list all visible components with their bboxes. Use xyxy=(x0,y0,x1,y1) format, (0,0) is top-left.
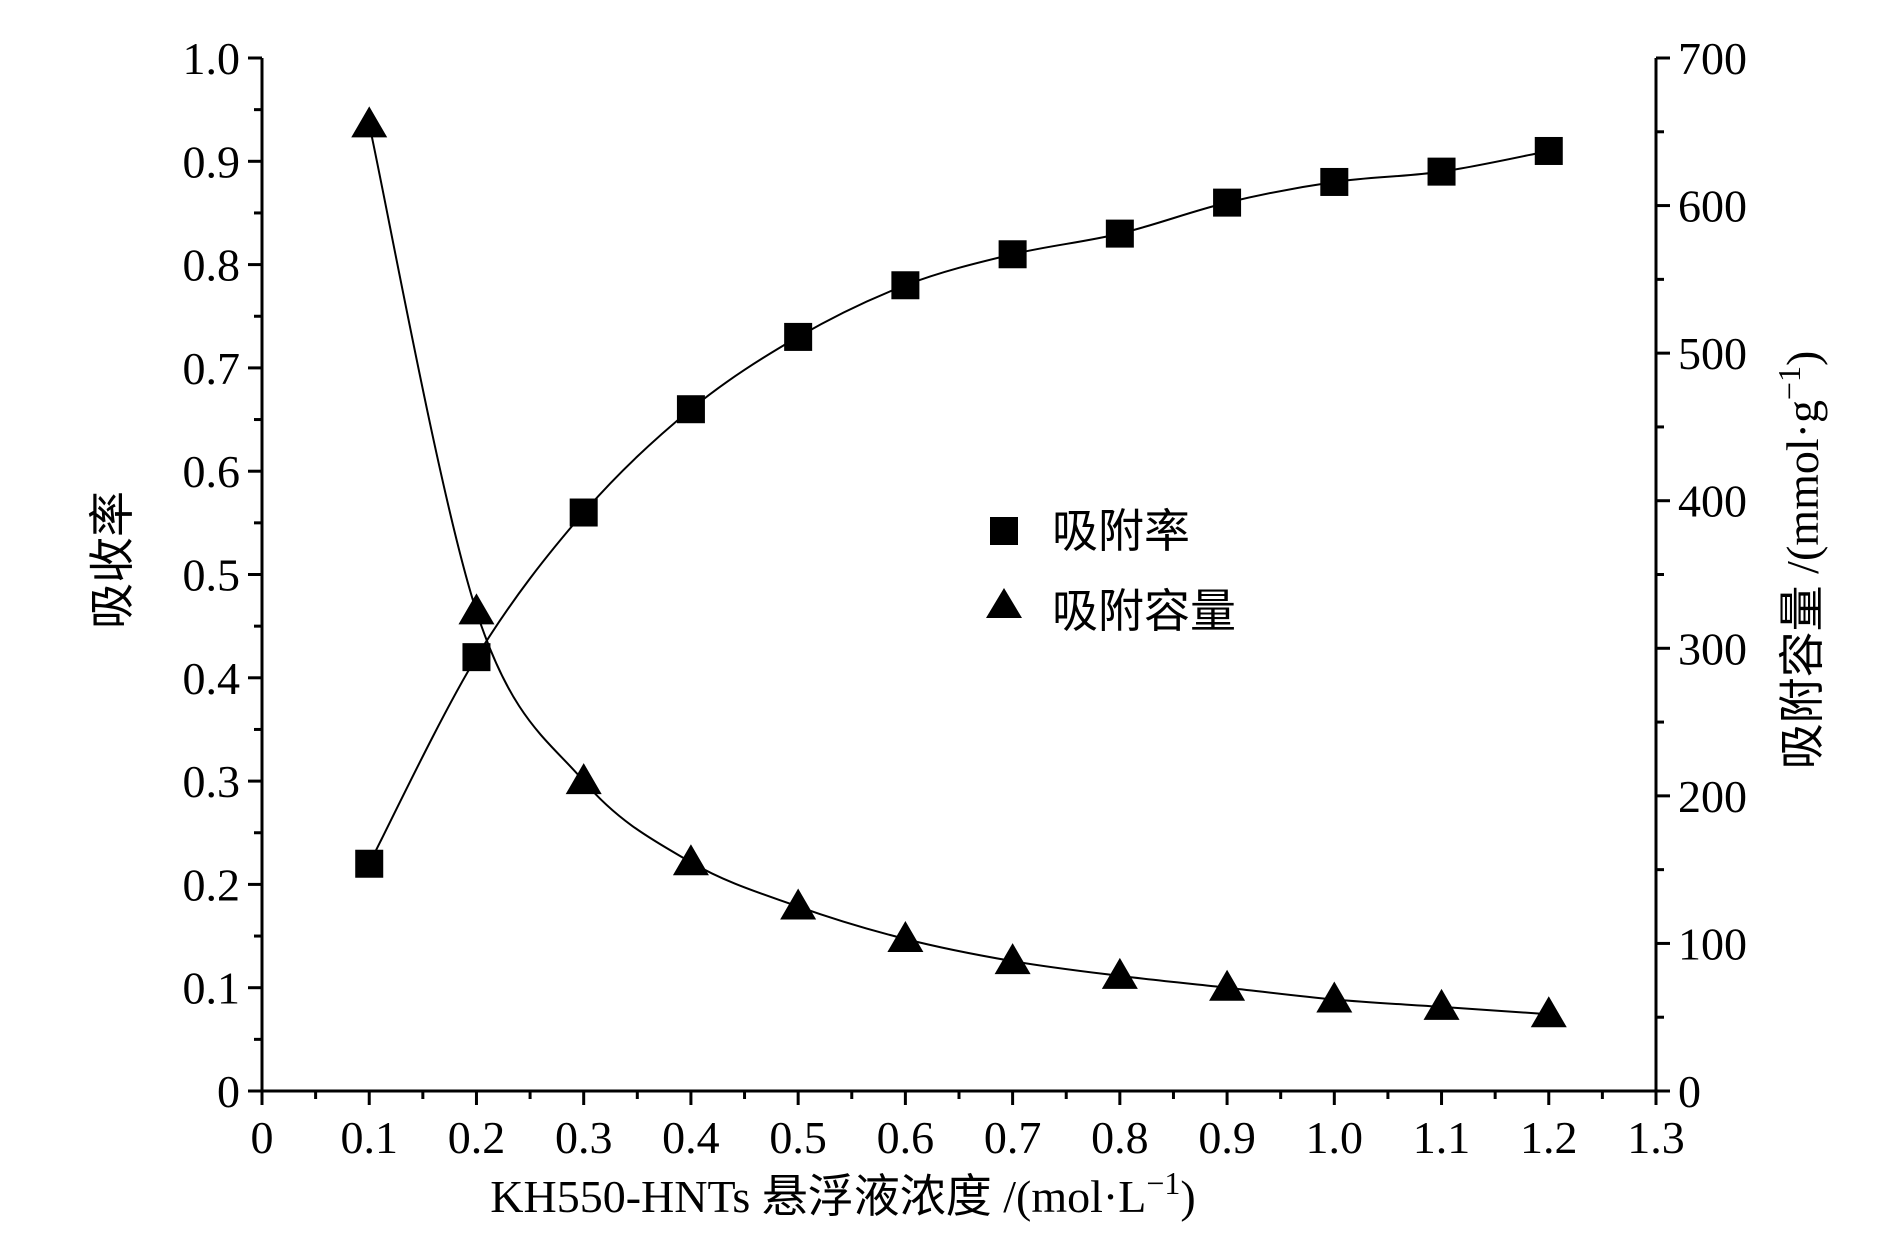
x-tick-label: 0.6 xyxy=(877,1112,935,1163)
y-left-tick-label: 1.0 xyxy=(183,33,241,84)
x-tick-label: 0.3 xyxy=(555,1112,613,1163)
legend-label-series-2: 吸附容量 xyxy=(1052,586,1236,637)
series-line-1 xyxy=(368,149,1549,865)
x-tick-label: 0.4 xyxy=(662,1112,720,1163)
y-left-tick-label: 0.4 xyxy=(183,653,241,704)
y-left-tick-label: 0.7 xyxy=(183,343,241,394)
square-marker xyxy=(1320,167,1349,196)
x-axis-title: KH550-HNTs 悬浮液浓度 /(mol·L−1) xyxy=(490,1165,1195,1222)
x-tick-label: 1.0 xyxy=(1306,1112,1364,1163)
square-marker xyxy=(784,322,813,351)
y-left-tick-label: 0.3 xyxy=(183,756,241,807)
y-left-tick-label: 0.5 xyxy=(183,550,241,601)
triangle-marker xyxy=(1423,988,1460,1020)
x-tick-label: 1.2 xyxy=(1520,1112,1578,1163)
x-tick-label: 0.7 xyxy=(984,1112,1042,1163)
y-right-tick-label: 200 xyxy=(1678,771,1747,822)
y-left-tick-label: 0.6 xyxy=(183,446,241,497)
triangle-marker xyxy=(565,763,602,795)
x-tick-label: 0.8 xyxy=(1091,1112,1149,1163)
triangle-marker xyxy=(1101,957,1138,989)
triangle-marker xyxy=(351,106,388,138)
square-marker xyxy=(462,643,491,672)
x-tick-label: 1.3 xyxy=(1627,1112,1685,1163)
y-left-tick-label: 0.8 xyxy=(183,240,241,291)
series xyxy=(351,106,1567,1028)
ticks: 0 0.1 0.2 0.3 0.4 0.5 0.6 0.7 0.8 0.9 1.0 1.1 1.2 1.3… xyxy=(183,33,1748,1163)
x-tick-label: 1.1 xyxy=(1413,1112,1471,1163)
legend-label-series-1: 吸附率 xyxy=(1052,506,1190,557)
series-line-2 xyxy=(368,124,1549,1016)
triangle-marker xyxy=(780,888,817,920)
square-marker xyxy=(1105,219,1134,248)
x-tick-label: 0.1 xyxy=(340,1112,398,1163)
triangle-marker xyxy=(458,593,495,625)
x-tick-label: 0.5 xyxy=(769,1112,827,1163)
y-left-tick-label: 0 xyxy=(217,1066,240,1117)
triangle-marker xyxy=(672,844,709,876)
y-right-axis-title: 吸附容量 /(mmol·g−1) xyxy=(1771,351,1828,770)
triangle-marker xyxy=(1530,996,1567,1028)
square-marker xyxy=(891,271,920,300)
y-right-tick-label: 600 xyxy=(1678,181,1747,232)
triangle-marker xyxy=(1316,981,1353,1013)
square-marker xyxy=(1213,188,1242,217)
axes xyxy=(260,58,1658,1093)
square-marker xyxy=(1427,157,1456,186)
y-left-tick-label: 0.1 xyxy=(183,963,241,1014)
y-right-tick-label: 300 xyxy=(1678,623,1747,674)
square-marker xyxy=(355,849,384,878)
y-right-tick-label: 400 xyxy=(1678,476,1747,527)
y-left-tick-label: 0.9 xyxy=(183,136,241,187)
x-tick-label: 0 xyxy=(251,1112,274,1163)
legend-triangle-marker xyxy=(986,588,1022,618)
x-tick-label: 0.2 xyxy=(448,1112,506,1163)
legend-square-marker xyxy=(990,517,1018,545)
y-right-tick-label: 700 xyxy=(1678,33,1747,84)
triangle-marker xyxy=(994,943,1031,975)
y-right-tick-label: 500 xyxy=(1678,328,1747,379)
square-marker xyxy=(1534,136,1563,165)
triangle-marker xyxy=(887,921,924,953)
y-left-axis-title: 吸收率 xyxy=(87,491,138,629)
square-marker xyxy=(676,395,705,424)
x-tick-label: 0.9 xyxy=(1198,1112,1256,1163)
legend: 吸附率 吸附容量 xyxy=(986,506,1236,637)
y-left-tick-label: 0.2 xyxy=(183,859,241,910)
square-marker xyxy=(569,498,598,527)
square-marker xyxy=(998,240,1027,269)
y-right-tick-label: 0 xyxy=(1678,1066,1701,1117)
y-right-tick-label: 100 xyxy=(1678,918,1747,969)
triangle-marker xyxy=(1209,969,1246,1001)
